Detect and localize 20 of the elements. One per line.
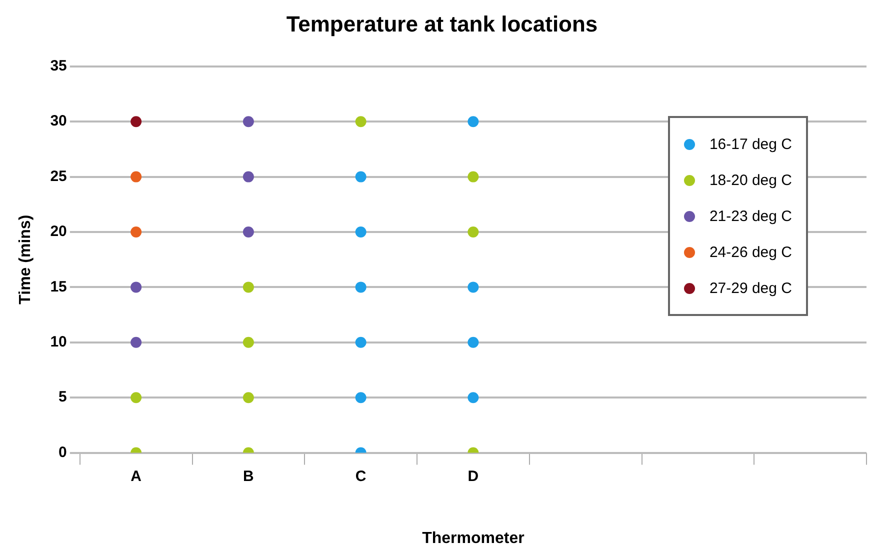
y-tick-label: 0 [58,444,67,461]
y-tick-label: 30 [50,112,67,130]
y-tick-label: 20 [50,223,67,240]
x-axis-title: Thermometer [422,530,524,547]
y-tick-label: 15 [50,278,67,296]
legend-label: 24-26 deg C [709,244,792,260]
y-axis-title: Time (mins) [17,214,34,304]
legend-label: 21-23 deg C [709,208,792,224]
y-tick-label: 35 [50,58,67,75]
y-tick-label: 10 [50,334,67,351]
x-tick-label: B [243,468,254,485]
chart-title: Temperature at tank locations [286,11,598,36]
legend-label: 27-29 deg C [709,280,792,296]
y-tick-label: 25 [50,168,67,185]
legend-label: 16-17 deg C [709,136,792,152]
y-tick-label: 5 [58,388,67,406]
x-tick-label: C [355,468,366,485]
x-tick-label: D [468,468,479,485]
legend-label: 18-20 deg C [709,172,792,188]
x-tick-label: A [130,468,142,485]
